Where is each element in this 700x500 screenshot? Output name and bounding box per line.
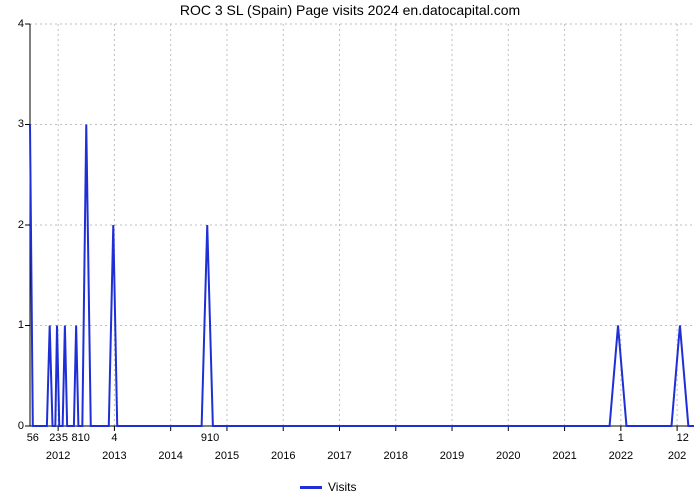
x-tick-label: 2020: [496, 450, 520, 462]
data-point-label: 1: [618, 432, 624, 444]
data-point-label: 4: [111, 432, 117, 444]
x-tick-label: 2022: [609, 450, 633, 462]
data-point-label: 810: [71, 432, 89, 444]
y-tick-label: 1: [4, 319, 24, 331]
x-tick-label: 202: [668, 450, 686, 462]
chart-plot: [0, 0, 700, 500]
x-tick-label: 2013: [102, 450, 126, 462]
y-tick-label: 4: [4, 18, 24, 30]
x-tick-label: 2019: [440, 450, 464, 462]
legend: Visits: [300, 480, 356, 494]
x-tick-label: 2016: [271, 450, 295, 462]
y-tick-label: 0: [4, 420, 24, 432]
x-tick-label: 2018: [384, 450, 408, 462]
y-tick-label: 3: [4, 118, 24, 130]
chart-container: ROC 3 SL (Spain) Page visits 2024 en.dat…: [0, 0, 700, 500]
data-point-label: 5: [62, 432, 68, 444]
x-tick-label: 2014: [158, 450, 182, 462]
legend-label: Visits: [328, 480, 356, 494]
data-point-label: 12: [677, 432, 689, 444]
x-tick-label: 2017: [327, 450, 351, 462]
data-point-label: 910: [201, 432, 219, 444]
x-tick-label: 2021: [552, 450, 576, 462]
legend-swatch: [300, 486, 322, 489]
x-tick-label: 2012: [46, 450, 70, 462]
data-point-label: 56: [27, 432, 39, 444]
x-tick-label: 2015: [215, 450, 239, 462]
data-point-label: 23: [49, 432, 61, 444]
y-tick-label: 2: [4, 219, 24, 231]
